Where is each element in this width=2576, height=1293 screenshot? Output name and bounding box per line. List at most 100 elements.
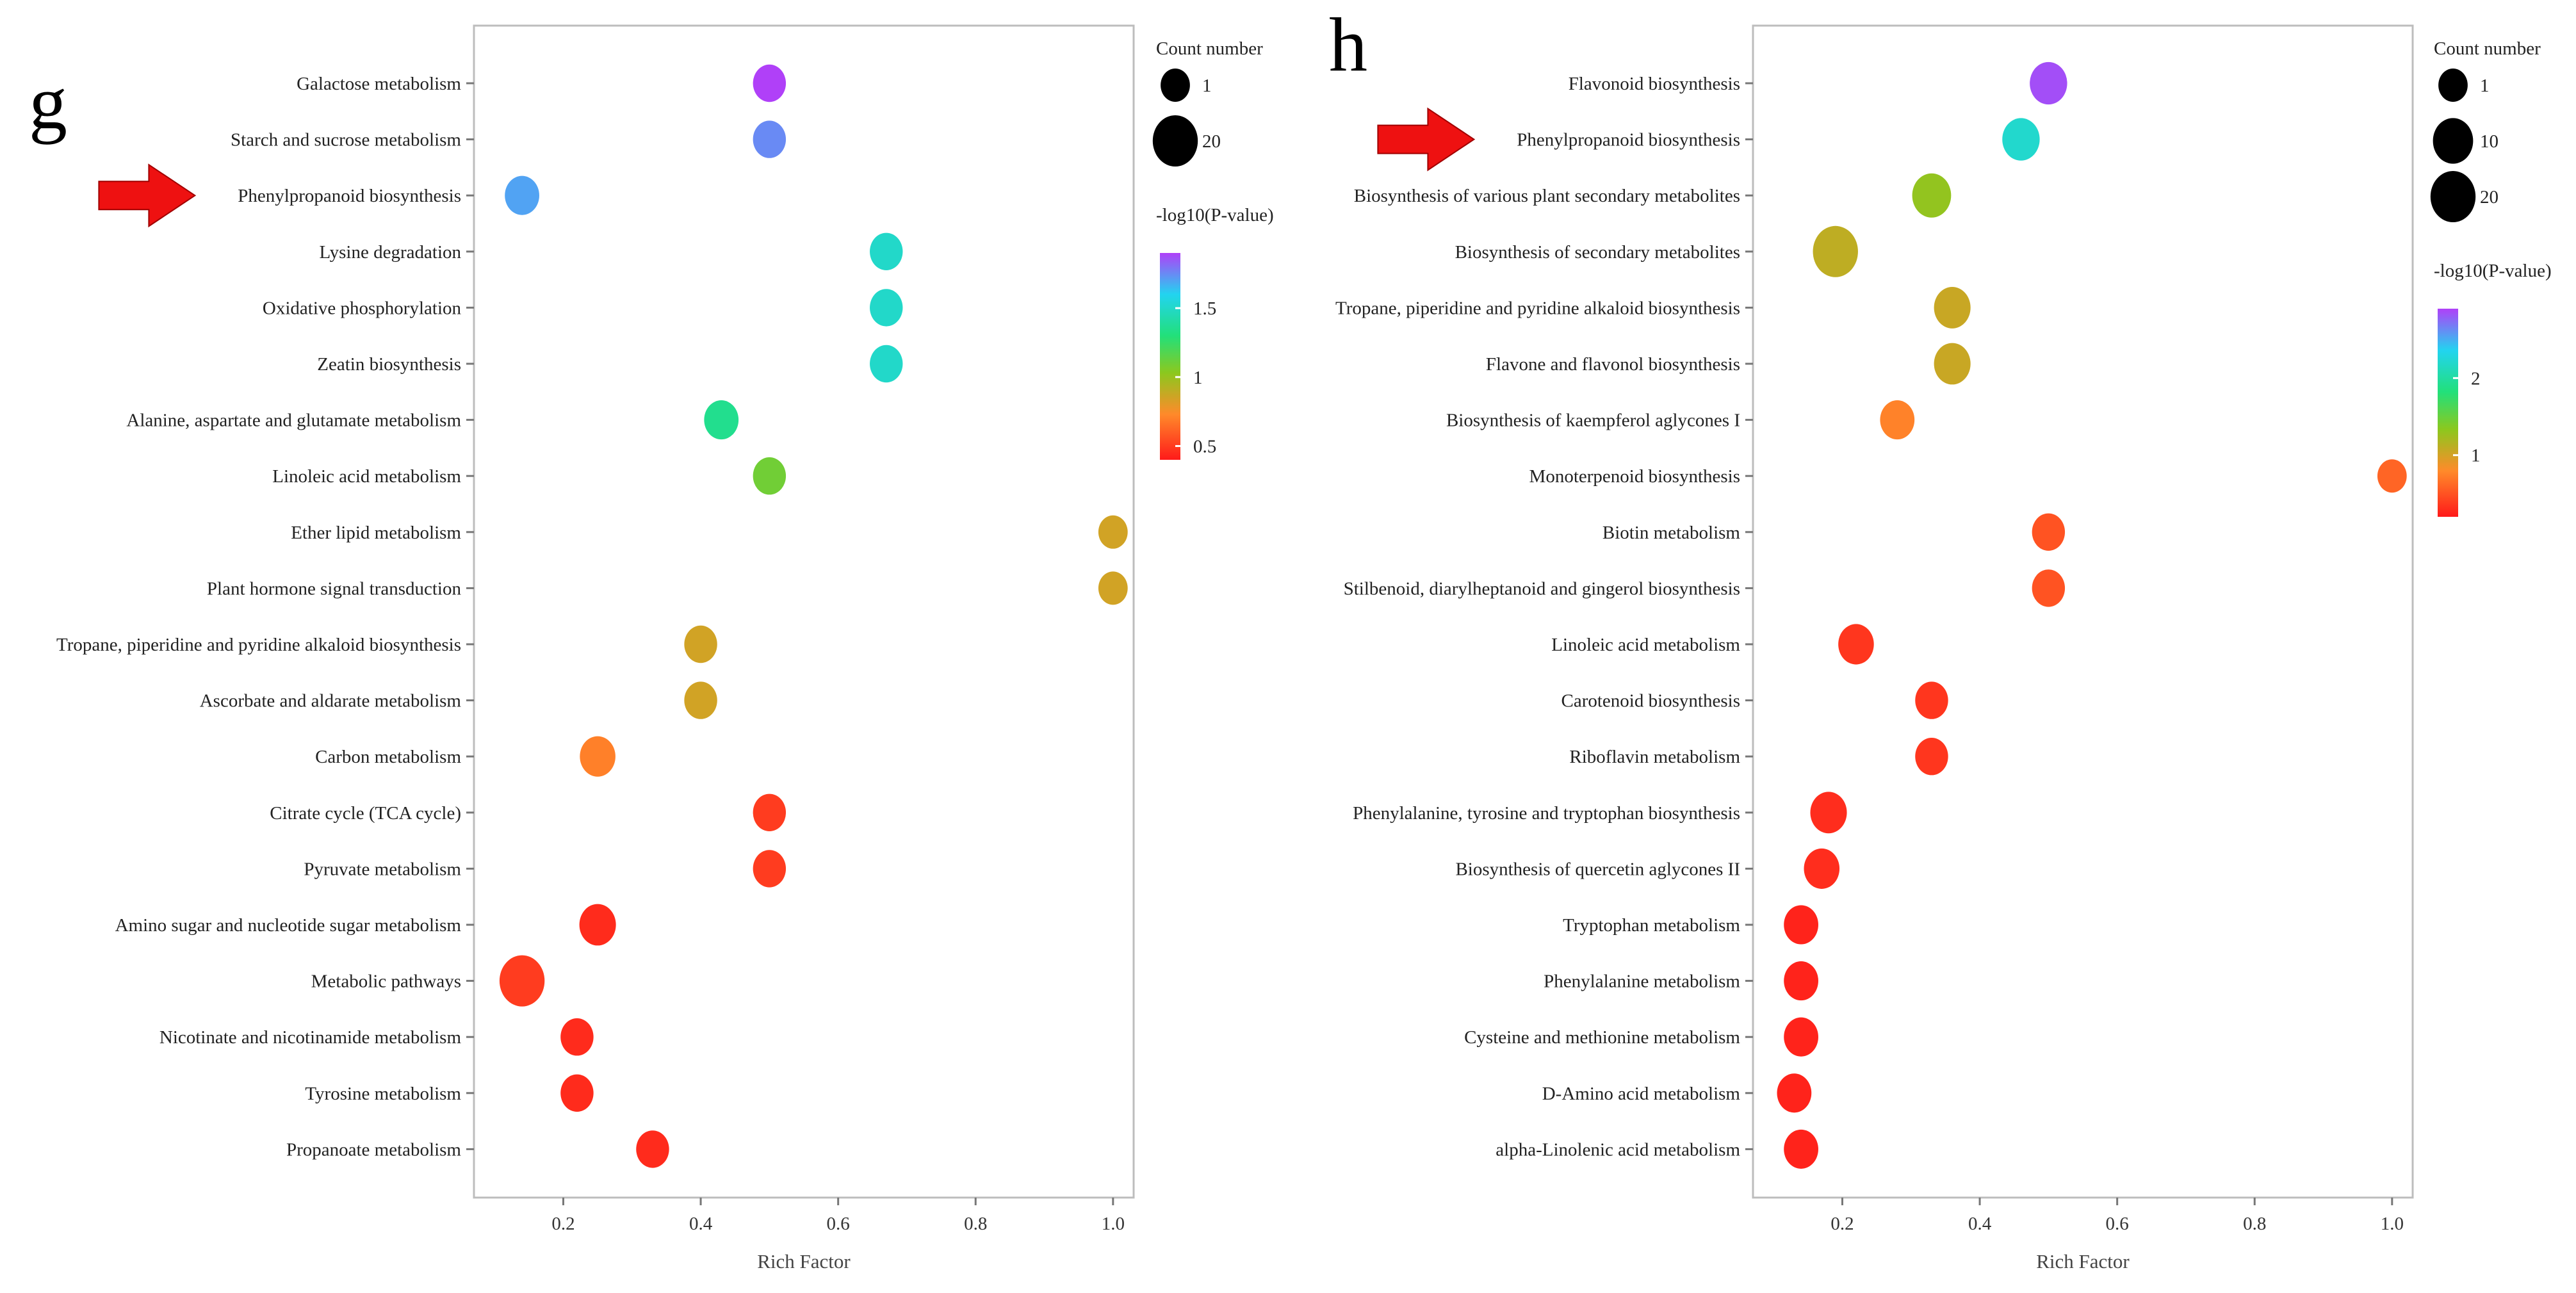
x-tick-label: 0.8 (2243, 1214, 2266, 1234)
point-zeatin-biosynthesis (870, 345, 903, 383)
point-citrate-cycle-tca-cycle (753, 793, 787, 832)
point-flavone-and-flavonol-biosynthesis (1934, 343, 1971, 385)
x-tick-label: 1.0 (2381, 1214, 2404, 1234)
point-linoleic-acid-metabolism (753, 457, 787, 495)
x-tick-label: 0.6 (2106, 1214, 2129, 1234)
category-label-nicotinate-and-nicotinamide-metabolism: Nicotinate and nicotinamide metabolism (159, 1027, 462, 1048)
point-biosynthesis-of-quercetin-aglycones-ii (1804, 848, 1840, 889)
x-tick-label: 1.0 (1102, 1214, 1125, 1234)
point-starch-and-sucrose-metabolism (753, 120, 787, 158)
category-label-tropane-piperidine-and-pyridine-alkaloid-biosynthesis: Tropane, piperidine and pyridine alkaloi… (56, 635, 461, 655)
category-label-carbon-metabolism: Carbon metabolism (315, 747, 461, 767)
category-label-riboflavin-metabolism: Riboflavin metabolism (1569, 747, 1740, 767)
category-label-stilbenoid-diarylheptanoid-and-gingerol-biosynthesis: Stilbenoid, diarylheptanoid and gingerol… (1344, 578, 1740, 599)
category-label-linoleic-acid-metabolism: Linoleic acid metabolism (272, 466, 461, 487)
category-label-pyruvate-metabolism: Pyruvate metabolism (304, 859, 461, 879)
point-carotenoid-biosynthesis (1915, 681, 1948, 719)
category-label-biosynthesis-of-quercetin-aglycones-ii: Biosynthesis of quercetin aglycones II (1455, 859, 1740, 879)
point-monoterpenoid-biosynthesis (2377, 459, 2407, 493)
plot-frame (1752, 24, 2414, 1199)
point-linoleic-acid-metabolism (1838, 624, 1874, 665)
size-legend-label: 10 (2480, 131, 2499, 152)
red-arrow-icon (1377, 107, 1476, 172)
category-label-flavone-and-flavonol-biosynthesis: Flavone and flavonol biosynthesis (1486, 354, 1740, 375)
colorbar-tick-label: 1 (1193, 368, 1203, 388)
point-tyrosine-metabolism (560, 1074, 594, 1112)
colorbar-tick-label: 0.5 (1193, 436, 1216, 457)
size-legend-label: 20 (1202, 131, 1221, 152)
category-label-biosynthesis-of-various-plant-secondary-metabolites: Biosynthesis of various plant secondary … (1354, 186, 1740, 206)
category-label-lysine-degradation: Lysine degradation (320, 242, 462, 263)
point-cysteine-and-methionine-metabolism (1784, 1017, 1818, 1057)
x-tick-label: 0.4 (1968, 1214, 1992, 1234)
category-label-phenylalanine-tyrosine-and-tryptophan-biosynthesis: Phenylalanine, tyrosine and tryptophan b… (1353, 803, 1740, 824)
x-axis-title: Rich Factor (2036, 1250, 2130, 1273)
point-alanine-aspartate-and-glutamate-metabolism (704, 400, 739, 440)
point-d-amino-acid-metabolism (1777, 1073, 1812, 1113)
panel-g: g Galactose metabolism Starch and sucrose … (29, 24, 1274, 1273)
category-label-carotenoid-biosynthesis: Carotenoid biosynthesis (1561, 691, 1740, 712)
category-label-plant-hormone-signal-transduction: Plant hormone signal transduction (207, 578, 462, 599)
color-legend-title: -log10(P-value) (2434, 261, 2552, 281)
category-label-starch-and-sucrose-metabolism: Starch and sucrose metabolism (231, 130, 461, 150)
point-alpha-linolenic-acid-metabolism (1784, 1129, 1818, 1169)
category-label-oxidative-phosphorylation: Oxidative phosphorylation (263, 298, 462, 318)
category-label-flavonoid-biosynthesis: Flavonoid biosynthesis (1569, 74, 1740, 94)
category-label-d-amino-acid-metabolism: D-Amino acid metabolism (1542, 1084, 1741, 1104)
point-phenylalanine-tyrosine-and-tryptophan-biosynthesis (1810, 792, 1847, 834)
category-label-biosynthesis-of-kaempferol-aglycones-i: Biosynthesis of kaempferol aglycones I (1446, 411, 1740, 431)
size-legend-dot (2438, 69, 2468, 102)
category-label-phenylalanine-metabolism: Phenylalanine metabolism (1544, 972, 1740, 992)
category-label-metabolic-pathways: Metabolic pathways (311, 972, 461, 992)
point-flavonoid-biosynthesis (2030, 61, 2067, 105)
x-tick-label: 0.8 (964, 1214, 987, 1234)
category-label-phenylpropanoid-biosynthesis: Phenylpropanoid biosynthesis (1517, 130, 1740, 150)
category-label-monoterpenoid-biosynthesis: Monoterpenoid biosynthesis (1529, 466, 1740, 487)
colorbar-tick-label: 1.5 (1193, 298, 1216, 319)
point-galactose-metabolism (753, 64, 787, 102)
point-riboflavin-metabolism (1915, 737, 1948, 776)
size-legend-dot (2433, 118, 2474, 164)
point-tropane-piperidine-and-pyridine-alkaloid-biosynthesis (1934, 286, 1971, 329)
colorbar (1160, 253, 1180, 460)
point-lysine-degradation (870, 232, 903, 271)
plot-frame (473, 24, 1135, 1199)
red-arrow-icon (98, 163, 197, 228)
size-legend-label: 1 (2480, 76, 2490, 96)
point-metabolic-pathways (499, 955, 545, 1007)
point-phenylpropanoid-biosynthesis (2002, 118, 2040, 161)
colorbar-tick-label: 1 (2471, 446, 2481, 466)
x-tick-label: 0.6 (827, 1214, 850, 1234)
panel-letter: g (29, 60, 67, 145)
category-label-propanoate-metabolism: Propanoate metabolism (286, 1139, 461, 1160)
point-propanoate-metabolism (636, 1130, 669, 1168)
point-ether-lipid-metabolism (1098, 515, 1128, 549)
size-legend-dot (1161, 69, 1190, 102)
point-phenylpropanoid-biosynthesis (505, 175, 539, 215)
panel-letter: h (1329, 2, 1367, 87)
x-tick-label: 0.4 (689, 1214, 713, 1234)
category-label-citrate-cycle-tca-cycle: Citrate cycle (TCA cycle) (270, 803, 461, 824)
point-biotin-metabolism (2032, 513, 2066, 551)
x-axis-title: Rich Factor (757, 1250, 851, 1273)
category-label-galactose-metabolism: Galactose metabolism (297, 74, 461, 94)
point-biosynthesis-of-kaempferol-aglycones-i (1880, 400, 1915, 440)
category-label-tryptophan-metabolism: Tryptophan metabolism (1563, 915, 1740, 936)
x-tick-label: 0.2 (551, 1214, 575, 1234)
point-biosynthesis-of-secondary-metabolites (1813, 225, 1858, 277)
point-plant-hormone-signal-transduction (1098, 571, 1128, 605)
point-nicotinate-and-nicotinamide-metabolism (560, 1018, 594, 1056)
category-label-alanine-aspartate-and-glutamate-metabolism: Alanine, aspartate and glutamate metabol… (126, 411, 461, 431)
size-legend-label: 1 (1202, 76, 1212, 96)
category-label-linoleic-acid-metabolism: Linoleic acid metabolism (1551, 635, 1740, 655)
point-carbon-metabolism (580, 736, 615, 777)
point-tryptophan-metabolism (1784, 905, 1818, 945)
category-label-phenylpropanoid-biosynthesis: Phenylpropanoid biosynthesis (238, 186, 461, 206)
category-label-ether-lipid-metabolism: Ether lipid metabolism (291, 523, 461, 543)
point-phenylalanine-metabolism (1784, 961, 1818, 1001)
point-pyruvate-metabolism (753, 850, 787, 888)
category-label-zeatin-biosynthesis: Zeatin biosynthesis (317, 354, 461, 375)
category-label-biotin-metabolism: Biotin metabolism (1602, 523, 1741, 543)
colorbar-tick-label: 2 (2471, 368, 2481, 389)
point-biosynthesis-of-various-plant-secondary-metabolites (1912, 173, 1952, 218)
